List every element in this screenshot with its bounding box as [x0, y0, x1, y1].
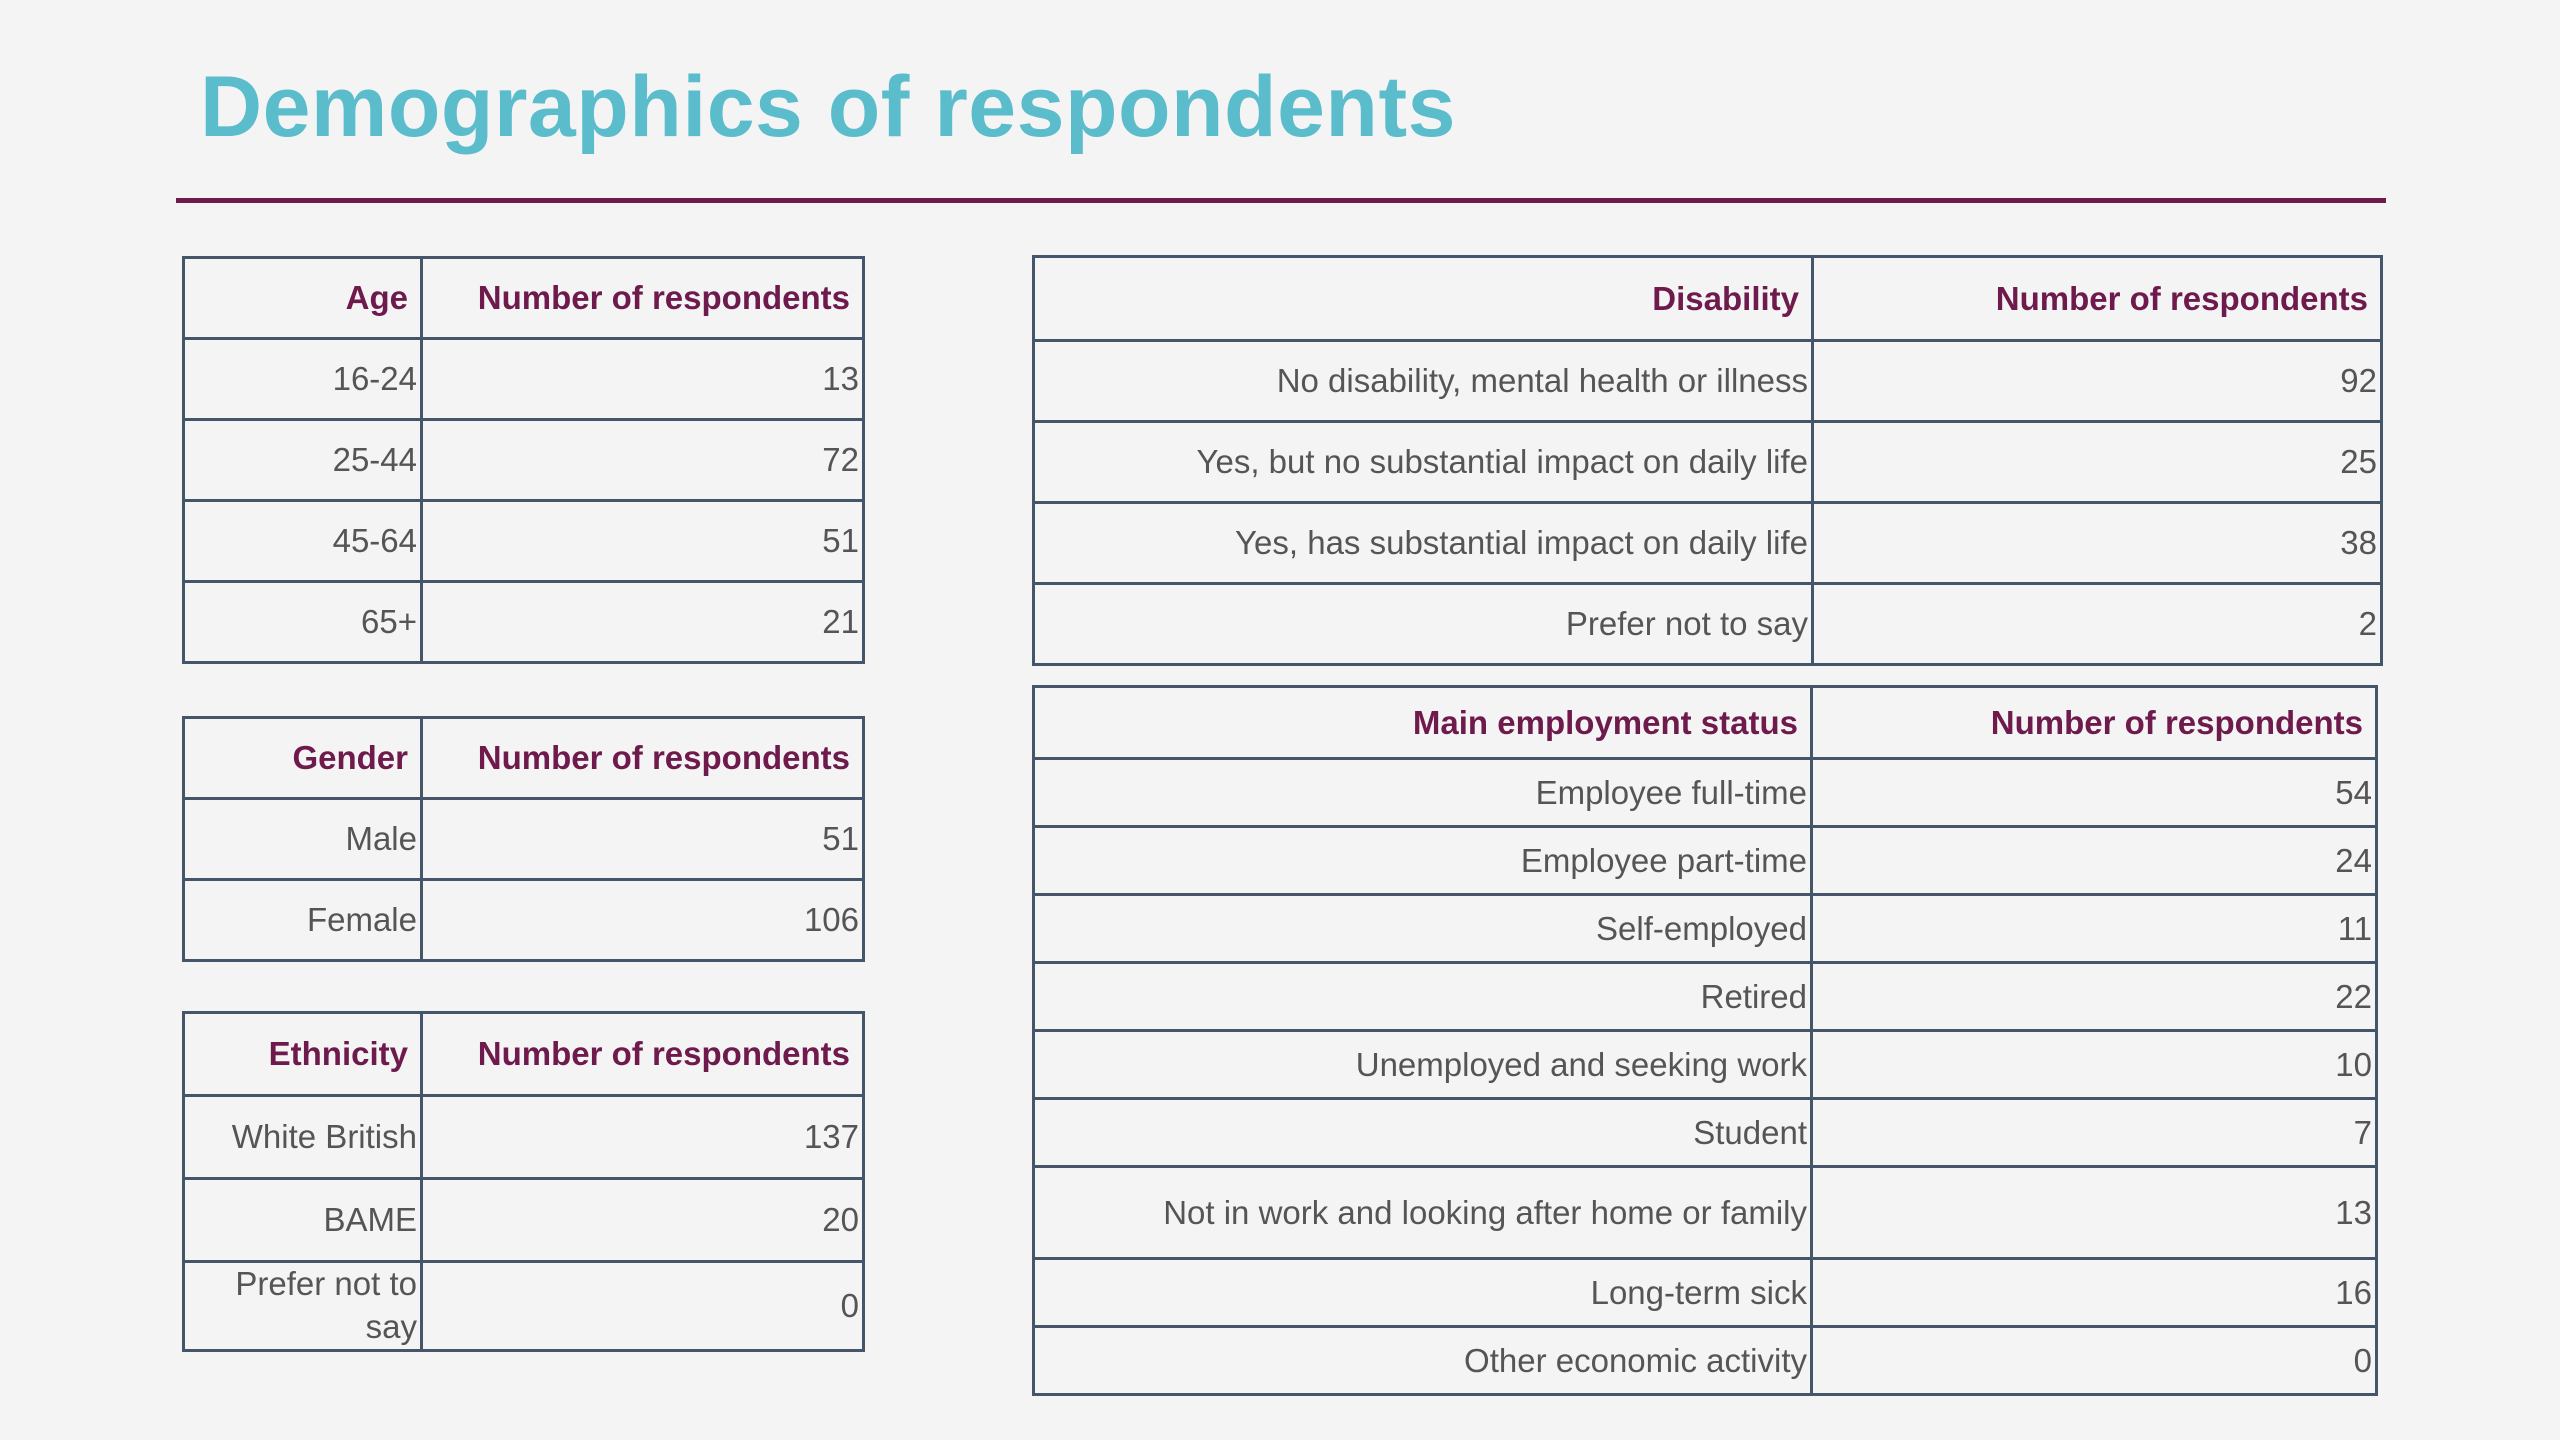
- row-label: Self-employed: [1032, 893, 1813, 964]
- table-row: Retired 22: [1032, 961, 2378, 1032]
- table-row: Other economic activity 0: [1032, 1325, 2378, 1396]
- row-label: Retired: [1032, 961, 1813, 1032]
- column-header: Disability: [1032, 255, 1814, 342]
- row-value: 51: [420, 797, 865, 881]
- column-header: Ethnicity: [182, 1011, 423, 1097]
- row-label: 16-24: [182, 337, 423, 421]
- row-value: 24: [1810, 825, 2378, 896]
- column-header: Age: [182, 256, 423, 340]
- column-header: Number of respondents: [420, 716, 865, 800]
- column-header: Number of respondents: [1810, 685, 2378, 760]
- table-row: 65+ 21: [182, 580, 865, 664]
- row-label: Unemployed and seeking work: [1032, 1029, 1813, 1100]
- table-row: Unemployed and seeking work 10: [1032, 1029, 2378, 1100]
- row-label: Long-term sick: [1032, 1257, 1813, 1328]
- row-value: 13: [1810, 1165, 2378, 1260]
- table-row: White British 137: [182, 1094, 865, 1180]
- table-row: Yes, has substantial impact on daily lif…: [1032, 501, 2383, 585]
- row-value: 20: [420, 1177, 865, 1263]
- employment-table: Main employment status Number of respond…: [1032, 685, 2378, 1396]
- row-value: 0: [1810, 1325, 2378, 1396]
- table-row: BAME 20: [182, 1177, 865, 1263]
- table-row: Yes, but no substantial impact on daily …: [1032, 420, 2383, 504]
- table-row: No disability, mental health or illness …: [1032, 339, 2383, 423]
- table-header-row: Main employment status Number of respond…: [1032, 685, 2378, 760]
- row-value: 10: [1810, 1029, 2378, 1100]
- row-label: Employee part-time: [1032, 825, 1813, 896]
- table-row: Self-employed 11: [1032, 893, 2378, 964]
- row-label: BAME: [182, 1177, 423, 1263]
- row-label: 65+: [182, 580, 423, 664]
- column-header: Number of respondents: [1811, 255, 2383, 342]
- age-table: Age Number of respondents 16-24 13 25-44…: [182, 256, 865, 664]
- table-row: Prefer not to say 0: [182, 1260, 865, 1352]
- row-value: 38: [1811, 501, 2383, 585]
- row-label: Yes, has substantial impact on daily lif…: [1032, 501, 1814, 585]
- row-value: 54: [1810, 757, 2378, 828]
- table-header-row: Age Number of respondents: [182, 256, 865, 340]
- row-value: 51: [420, 499, 865, 583]
- table-header-row: Gender Number of respondents: [182, 716, 865, 800]
- row-value: 13: [420, 337, 865, 421]
- row-label: Employee full-time: [1032, 757, 1813, 828]
- row-value: 7: [1810, 1097, 2378, 1168]
- ethnicity-table: Ethnicity Number of respondents White Br…: [182, 1011, 865, 1352]
- row-value: 11: [1810, 893, 2378, 964]
- row-label: Yes, but no substantial impact on daily …: [1032, 420, 1814, 504]
- table-row: Employee part-time 24: [1032, 825, 2378, 896]
- table-row: Female 106: [182, 878, 865, 962]
- row-label: Not in work and looking after home or fa…: [1032, 1165, 1813, 1260]
- row-value: 21: [420, 580, 865, 664]
- table-header-row: Ethnicity Number of respondents: [182, 1011, 865, 1097]
- row-value: 22: [1810, 961, 2378, 1032]
- table-row: 25-44 72: [182, 418, 865, 502]
- page-title: Demographics of respondents: [200, 59, 1456, 155]
- table-row: Prefer not to say 2: [1032, 582, 2383, 666]
- table-header-row: Disability Number of respondents: [1032, 255, 2383, 342]
- row-label: Prefer not to say: [182, 1260, 423, 1352]
- row-label: Other economic activity: [1032, 1325, 1813, 1396]
- row-label: 45-64: [182, 499, 423, 583]
- row-value: 0: [420, 1260, 865, 1352]
- row-value: 16: [1810, 1257, 2378, 1328]
- disability-table: Disability Number of respondents No disa…: [1032, 255, 2383, 666]
- row-label: Female: [182, 878, 423, 962]
- row-value: 137: [420, 1094, 865, 1180]
- table-row: Not in work and looking after home or fa…: [1032, 1165, 2378, 1260]
- table-row: 16-24 13: [182, 337, 865, 421]
- row-label: Prefer not to say: [1032, 582, 1814, 666]
- column-header: Gender: [182, 716, 423, 800]
- row-value: 25: [1811, 420, 2383, 504]
- row-value: 72: [420, 418, 865, 502]
- row-label: Student: [1032, 1097, 1813, 1168]
- table-row: Long-term sick 16: [1032, 1257, 2378, 1328]
- table-row: Student 7: [1032, 1097, 2378, 1168]
- row-label: Male: [182, 797, 423, 881]
- column-header: Number of respondents: [420, 256, 865, 340]
- table-row: Employee full-time 54: [1032, 757, 2378, 828]
- row-label: 25-44: [182, 418, 423, 502]
- column-header: Number of respondents: [420, 1011, 865, 1097]
- title-divider: [176, 198, 2386, 203]
- row-value: 92: [1811, 339, 2383, 423]
- table-row: Male 51: [182, 797, 865, 881]
- gender-table: Gender Number of respondents Male 51 Fem…: [182, 716, 865, 962]
- row-label: White British: [182, 1094, 423, 1180]
- row-value: 2: [1811, 582, 2383, 666]
- row-label: No disability, mental health or illness: [1032, 339, 1814, 423]
- row-value: 106: [420, 878, 865, 962]
- table-row: 45-64 51: [182, 499, 865, 583]
- column-header: Main employment status: [1032, 685, 1813, 760]
